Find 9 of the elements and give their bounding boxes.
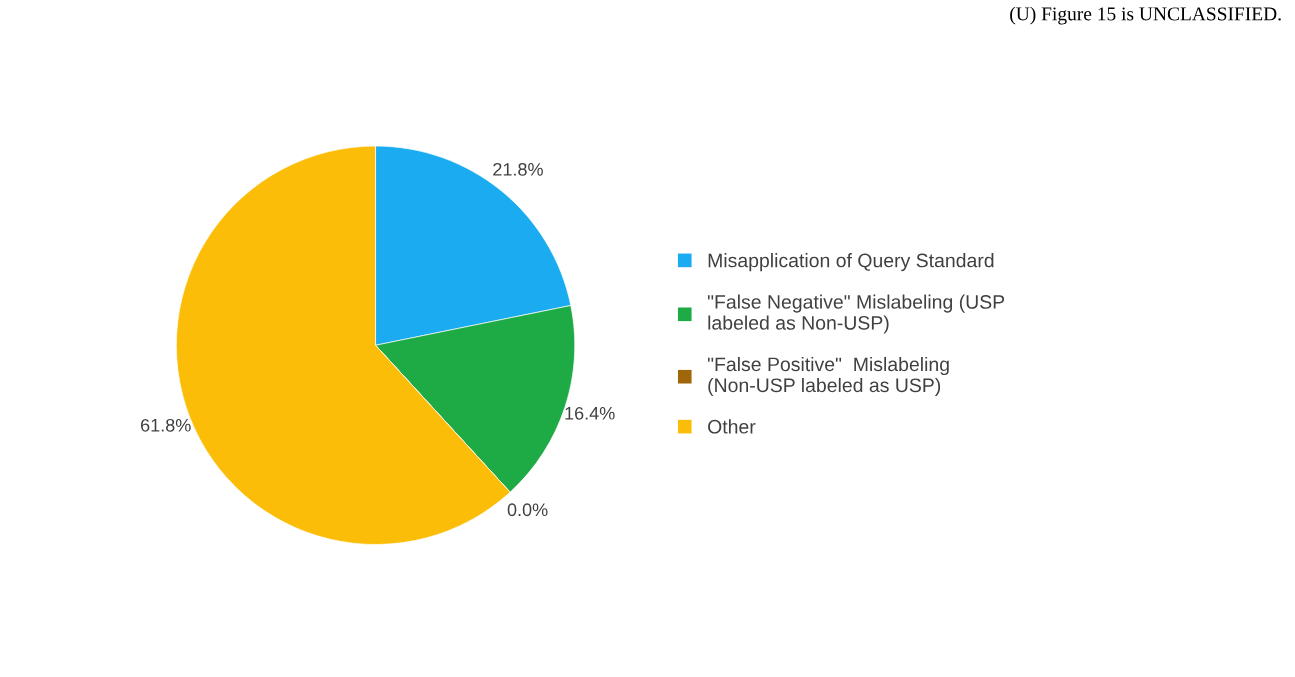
text: 0.0% [507,503,548,517]
legend-label: "False Positive" Mislabeling (Non-USP labeled as USP) [707,356,949,396]
legend-label: Other [708,419,756,434]
data-label: 16.4% [565,406,615,420]
text: (U) Figure 15 is UNCLASSIFIED. [1010,6,1281,25]
legend-label: "False Negative" Mislabeling (USP labeled as Non-USP) [707,294,1005,334]
data-label: 21.8% [493,162,543,176]
legend-label: Misapplication of Query Standard [708,253,994,272]
data-label: 61.8% [141,418,191,432]
